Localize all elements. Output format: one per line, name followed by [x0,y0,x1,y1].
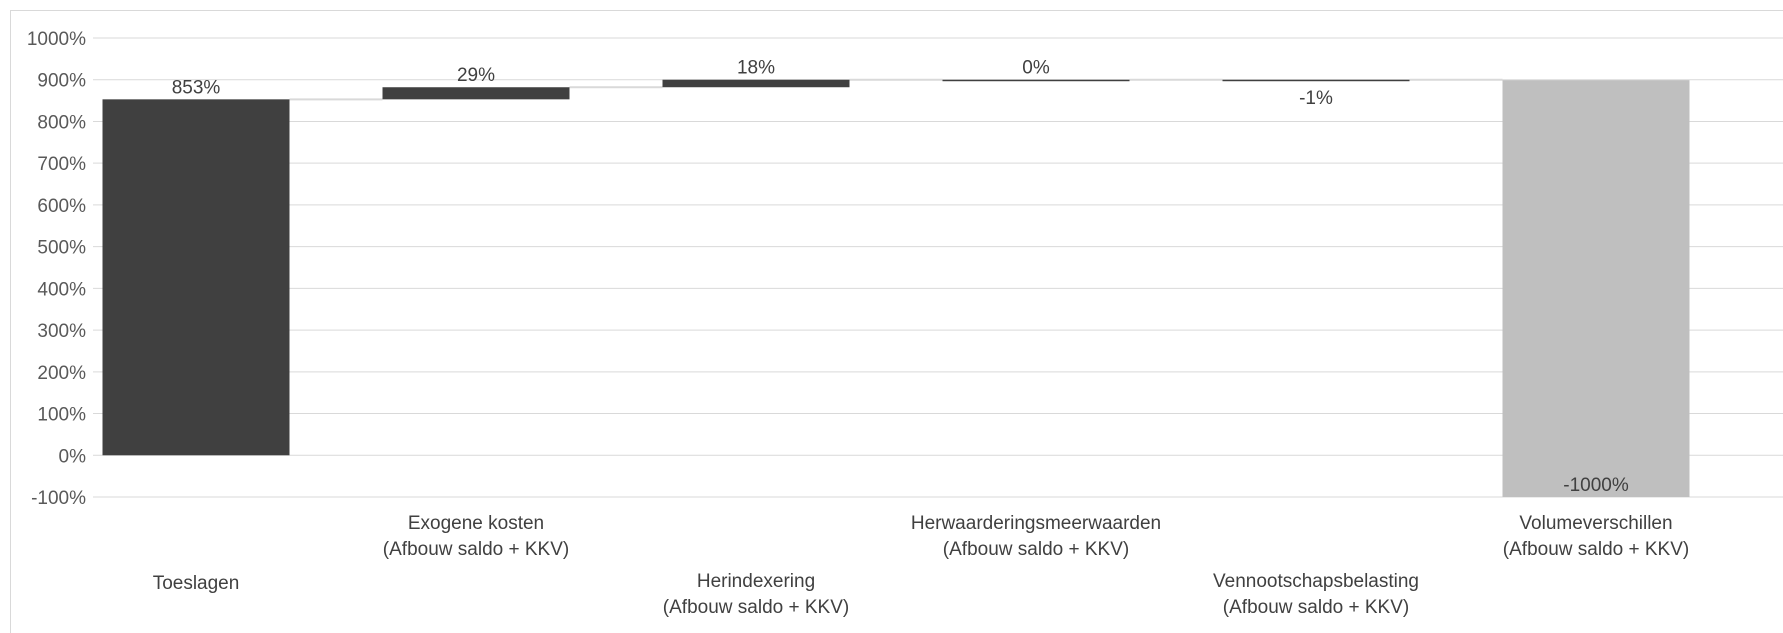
chart-frame [10,10,1783,633]
category-label: (Afbouw saldo + KKV) [383,539,569,560]
y-tick-label: 1000% [27,29,86,50]
category-label: Exogene kosten [408,513,544,534]
y-tick-label: 300% [37,321,86,342]
category-label: Herindexering [697,571,815,592]
data-label: -1000% [1563,475,1629,496]
y-tick-label: 800% [37,112,86,133]
category-label: Herwaarderingsmeerwaarden [911,513,1161,534]
category-label: (Afbouw saldo + KKV) [663,597,849,618]
category-label: (Afbouw saldo + KKV) [1223,597,1409,618]
bar-2 [662,79,850,88]
bar-0 [102,99,290,456]
y-tick-label: 0% [59,446,87,467]
category-labels: Toeslagen Exogene kosten (Afbouw saldo + K… [153,513,1690,618]
bars [102,79,1690,498]
category-label: Vennootschapsbelasting [1213,571,1419,592]
data-label: 18% [737,58,775,79]
y-tick-label: 400% [37,279,86,300]
bar-4 [1222,79,1410,82]
data-label: 853% [172,77,221,98]
category-label: Toeslagen [153,573,240,594]
y-tick-label: 600% [37,196,86,217]
y-tick-label: 100% [37,405,86,426]
y-tick-label: 500% [37,238,86,259]
y-axis-ticks: -100% 0% 100% 200% 300% 400% 500% 600% 700% 800% 9… [27,29,86,509]
data-label: 0% [1022,58,1050,79]
connectors [289,78,1503,101]
category-label: (Afbouw saldo + KKV) [1503,539,1689,560]
bar-1 [382,87,570,100]
category-label: (Afbouw saldo + KKV) [943,539,1129,560]
bar-5 [1502,80,1690,498]
y-tick-label: 900% [37,71,86,92]
data-label: 29% [457,65,495,86]
y-tick-label: 200% [37,363,86,384]
category-label: Volumeverschillen [1519,513,1672,534]
data-labels: 853% 29% 18% 0% -1% -1000% [172,58,1629,496]
y-tick-label: -100% [31,488,86,509]
y-tick-label: 700% [37,154,86,175]
bar-3 [942,79,1130,82]
data-label: -1% [1299,88,1333,109]
